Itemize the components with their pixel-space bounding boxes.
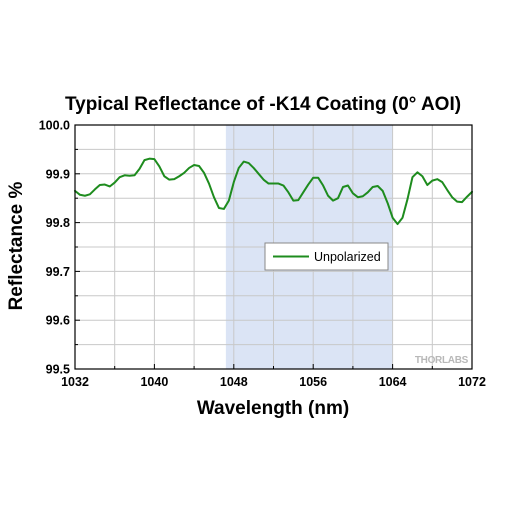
y-tick-label: 99.5 <box>46 363 70 377</box>
x-tick-label: 1040 <box>140 375 168 389</box>
thorlabs-watermark: THORLABS <box>415 355 469 366</box>
x-axis-ticks: 1032 1040 1048 1056 1064 1072 <box>61 364 486 389</box>
y-tick-label: 100.0 <box>39 119 70 133</box>
x-axis-label: Wavelength (nm) <box>197 398 349 419</box>
y-tick-label: 99.9 <box>46 167 70 181</box>
y-tick-label: 99.8 <box>46 216 70 230</box>
x-tick-label: 1072 <box>458 375 486 389</box>
x-tick-label: 1064 <box>379 375 407 389</box>
y-tick-label: 99.7 <box>46 265 70 279</box>
x-tick-label: 1032 <box>61 375 89 389</box>
y-axis-ticks: 99.5 99.6 99.7 99.8 99.9 100.0 <box>39 119 80 377</box>
legend-label-unpolarized: Unpolarized <box>314 250 381 264</box>
plot-area: THORLABS Unpolarized 1032 1040 1048 1056 106… <box>39 119 486 390</box>
x-tick-label: 1056 <box>299 375 327 389</box>
legend: Unpolarized <box>264 242 389 271</box>
series-line-unpolarized <box>74 157 473 226</box>
x-tick-label: 1048 <box>220 375 248 389</box>
y-tick-label: 99.6 <box>46 314 70 328</box>
y-axis-label: Reflectance % <box>6 181 27 310</box>
chart-title: Typical Reflectance of -K14 Coating (0° … <box>65 94 461 115</box>
